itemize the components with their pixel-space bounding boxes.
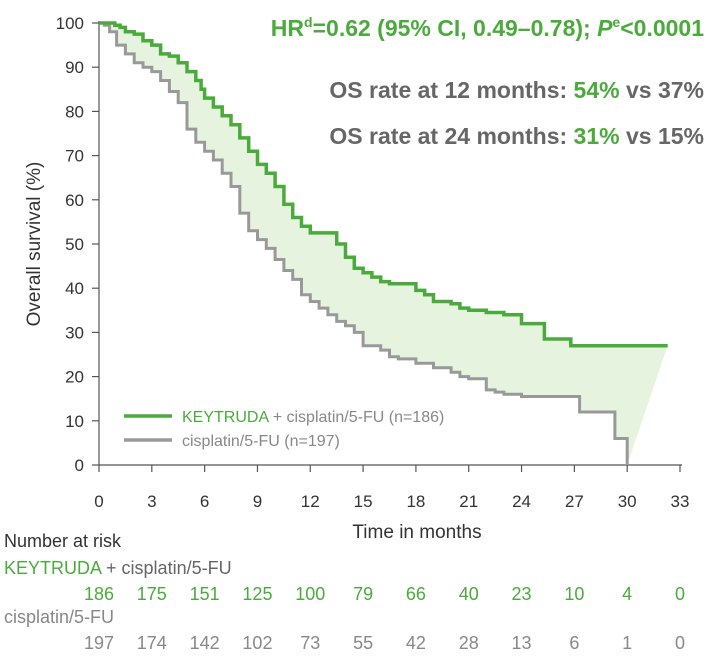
x-tick-label: 27 (565, 492, 584, 511)
os12-control-value: vs 37% (620, 77, 704, 103)
x-tick-label: 18 (406, 492, 425, 511)
legend-label-keytruda: KEYTRUDA + cisplatin/5-FU (n=186) (182, 409, 444, 426)
risk-value: 13 (512, 633, 532, 653)
risk-keytruda-rest: + cisplatin/5-FU (101, 558, 232, 578)
x-tick-label: 15 (354, 492, 373, 511)
risk-value: 186 (84, 584, 114, 604)
risk-row-values-keytruda: 186 175 151 125 100 79 66 40 23 10 4 0 (84, 584, 685, 604)
os-rate-24-annotation: OS rate at 24 months: 31% vs 15% (329, 123, 704, 149)
risk-value: 4 (622, 584, 632, 604)
risk-value: 0 (675, 633, 685, 653)
p-label: P (597, 15, 613, 41)
risk-value: 23 (512, 584, 532, 604)
risk-value: 0 (675, 584, 685, 604)
risk-value: 175 (137, 584, 167, 604)
x-tick-label: 30 (618, 492, 637, 511)
risk-value: 10 (564, 584, 584, 604)
p-value: <0.0001 (620, 15, 704, 41)
y-tick-label: 0 (75, 456, 84, 475)
os12-keytruda-value: 54% (574, 77, 620, 103)
risk-row-label-keytruda: KEYTRUDA + cisplatin/5-FU (4, 558, 232, 578)
os24-keytruda-value: 31% (574, 123, 620, 149)
y-tick-label: 70 (65, 147, 84, 166)
legend-keytruda-rest: + cisplatin/5-FU (n=186) (268, 409, 444, 426)
hr-superscript: d (304, 14, 313, 30)
y-tick-label: 50 (65, 235, 84, 254)
risk-value: 100 (295, 584, 325, 604)
x-tick-label: 9 (253, 492, 262, 511)
risk-table-title: Number at risk (4, 531, 122, 551)
risk-value: 66 (406, 584, 426, 604)
y-tick-label: 40 (65, 279, 84, 298)
risk-value: 125 (242, 584, 272, 604)
x-axis-ticks: 0 3 6 9 12 15 18 21 24 27 30 33 (94, 465, 689, 511)
number-at-risk-table: Number at risk KEYTRUDA + cisplatin/5-FU… (4, 531, 685, 653)
hazard-ratio-annotation: HRd=0.62 (95% CI, 0.49–0.78); Pe<0.0001 (271, 14, 704, 41)
risk-value: 42 (406, 633, 426, 653)
x-tick-label: 12 (301, 492, 320, 511)
risk-row-values-control: 197 174 142 102 73 55 42 28 13 6 1 0 (84, 633, 685, 653)
os12-label: OS rate at 12 months: (329, 77, 573, 103)
risk-value: 6 (569, 633, 579, 653)
hr-prefix: HR (271, 15, 305, 41)
hr-body: =0.62 (95% CI, 0.49–0.78); (313, 15, 597, 41)
risk-value: 55 (353, 633, 373, 653)
legend-label-control: cisplatin/5-FU (n=197) (182, 433, 340, 450)
risk-row-label-control: cisplatin/5-FU (4, 607, 114, 627)
risk-value: 102 (242, 633, 272, 653)
legend-keytruda-brand: KEYTRUDA (182, 409, 269, 426)
y-tick-label: 90 (65, 58, 84, 77)
risk-value: 28 (459, 633, 479, 653)
y-tick-label: 80 (65, 102, 84, 121)
x-tick-label: 33 (671, 492, 690, 511)
os-rate-12-annotation: OS rate at 12 months: 54% vs 37% (329, 77, 704, 103)
y-tick-label: 100 (56, 14, 84, 33)
risk-value: 73 (300, 633, 320, 653)
risk-keytruda-brand: KEYTRUDA (4, 558, 102, 578)
risk-value: 174 (137, 633, 167, 653)
x-axis-title: Time in months (352, 522, 481, 543)
x-tick-label: 21 (459, 492, 478, 511)
risk-value: 40 (459, 584, 479, 604)
series-line-keytruda (99, 21, 668, 348)
x-tick-label: 3 (147, 492, 156, 511)
survival-gap-area (99, 23, 668, 465)
series-line-control (99, 21, 629, 465)
y-tick-label: 20 (65, 368, 84, 387)
x-tick-label: 0 (94, 492, 103, 511)
risk-value: 1 (622, 633, 632, 653)
y-tick-label: 30 (65, 323, 84, 342)
y-axis-title: Overall survival (%) (24, 162, 45, 327)
os24-label: OS rate at 24 months: (329, 123, 573, 149)
y-tick-label: 60 (65, 191, 84, 210)
risk-value: 197 (84, 633, 114, 653)
p-superscript: e (612, 14, 620, 30)
y-axis-ticks: 0 10 20 30 40 50 60 70 80 90 100 (56, 14, 99, 475)
legend: KEYTRUDA + cisplatin/5-FU (n=186) cispla… (124, 409, 444, 450)
risk-value: 142 (190, 633, 220, 653)
risk-value: 79 (353, 584, 373, 604)
y-tick-label: 10 (65, 412, 84, 431)
x-tick-label: 6 (200, 492, 209, 511)
os24-control-value: vs 15% (620, 123, 704, 149)
x-tick-label: 24 (512, 492, 531, 511)
risk-value: 151 (190, 584, 220, 604)
